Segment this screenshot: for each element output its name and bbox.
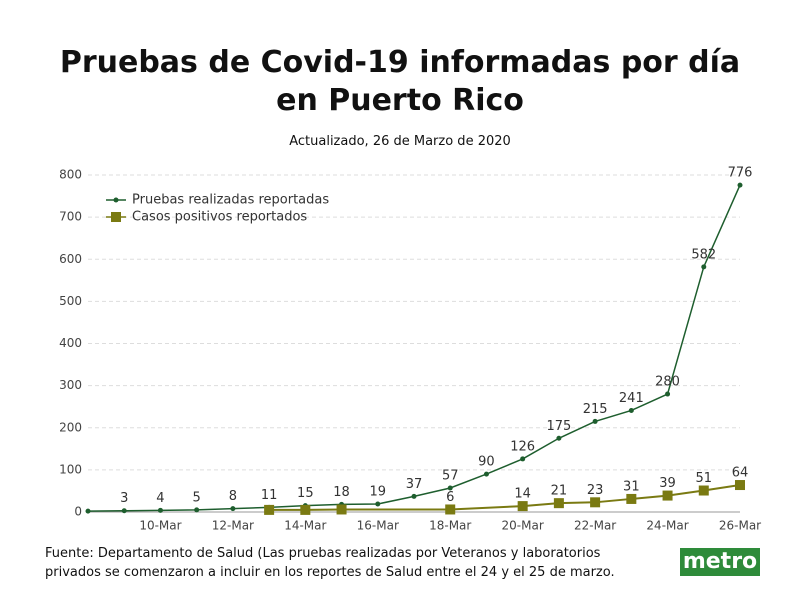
y-tick-label: 800 xyxy=(59,168,82,182)
marker xyxy=(698,485,709,496)
x-tick-label: 22-Mar xyxy=(574,519,616,533)
y-tick-label: 600 xyxy=(59,252,82,266)
x-tick-label: 12-Mar xyxy=(212,519,254,533)
marker xyxy=(336,504,347,515)
data-label: 175 xyxy=(546,419,571,434)
legend-marker xyxy=(113,197,119,203)
marker xyxy=(665,391,671,397)
x-tick-label: 26-Mar xyxy=(719,519,761,533)
y-tick-label: 200 xyxy=(59,420,82,434)
marker xyxy=(264,504,275,515)
data-label: 23 xyxy=(587,483,604,498)
data-label: 3 xyxy=(120,491,128,506)
marker xyxy=(483,471,489,477)
marker xyxy=(628,407,634,413)
marker xyxy=(411,493,417,499)
data-label: 37 xyxy=(406,477,423,492)
data-label: 14 xyxy=(514,487,531,502)
marker xyxy=(553,498,564,509)
marker xyxy=(375,501,381,507)
marker xyxy=(592,418,598,424)
y-tick-label: 500 xyxy=(59,294,82,308)
data-label: 126 xyxy=(510,439,535,454)
marker xyxy=(520,456,526,462)
x-tick-label: 16-Mar xyxy=(357,519,399,533)
marker xyxy=(590,497,601,508)
y-tick-label: 400 xyxy=(59,336,82,350)
data-label: 776 xyxy=(728,166,753,181)
data-label: 15 xyxy=(297,486,314,501)
marker xyxy=(445,504,456,515)
data-label: 64 xyxy=(732,466,749,481)
marker xyxy=(517,501,528,512)
marker xyxy=(737,182,743,188)
data-label: 18 xyxy=(333,485,350,500)
data-label: 90 xyxy=(478,455,495,470)
data-label: 57 xyxy=(442,468,459,483)
data-label: 6 xyxy=(446,490,454,505)
data-label: 31 xyxy=(623,479,640,494)
data-label: 4 xyxy=(156,491,164,506)
legend-label: Casos positivos reportados xyxy=(132,210,307,225)
y-tick-label: 100 xyxy=(59,462,82,476)
x-tick-label: 10-Mar xyxy=(139,519,181,533)
marker xyxy=(447,485,453,491)
source-note: Fuente: Departamento de Salud (Las prueb… xyxy=(45,546,615,580)
data-label: 215 xyxy=(583,402,608,417)
marker xyxy=(121,508,127,514)
marker xyxy=(230,506,236,512)
marker xyxy=(662,490,673,501)
marker xyxy=(300,504,311,515)
data-label: 280 xyxy=(655,375,680,390)
marker xyxy=(701,264,707,270)
data-label: 21 xyxy=(551,484,568,499)
x-tick-label: 18-Mar xyxy=(429,519,471,533)
x-tick-label: 14-Mar xyxy=(284,519,326,533)
y-tick-label: 0 xyxy=(74,505,82,519)
legend-label: Pruebas realizadas reportadas xyxy=(132,193,329,208)
marker xyxy=(157,507,163,513)
x-tick-label: 24-Mar xyxy=(646,519,688,533)
marker xyxy=(735,480,745,491)
y-tick-label: 700 xyxy=(59,210,82,224)
logo: metro xyxy=(680,548,760,576)
marker xyxy=(194,507,200,513)
y-tick-label: 300 xyxy=(59,378,82,392)
data-label: 19 xyxy=(370,484,387,499)
chart-title: Pruebas de Covid-19 informadas por día e… xyxy=(59,45,741,118)
data-label: 51 xyxy=(696,471,713,486)
data-label: 241 xyxy=(619,391,644,406)
chart-subtitle: Actualizado, 26 de Marzo de 2020 xyxy=(289,134,511,149)
data-label: 5 xyxy=(193,490,201,505)
data-label: 8 xyxy=(229,489,237,504)
marker xyxy=(626,493,637,504)
data-label: 39 xyxy=(659,476,676,491)
marker xyxy=(556,435,562,441)
data-label: 582 xyxy=(691,247,716,262)
legend-marker xyxy=(111,212,121,222)
data-label: 11 xyxy=(261,488,278,503)
x-tick-label: 20-Mar xyxy=(502,519,544,533)
marker xyxy=(85,508,91,514)
series-line xyxy=(87,184,741,512)
